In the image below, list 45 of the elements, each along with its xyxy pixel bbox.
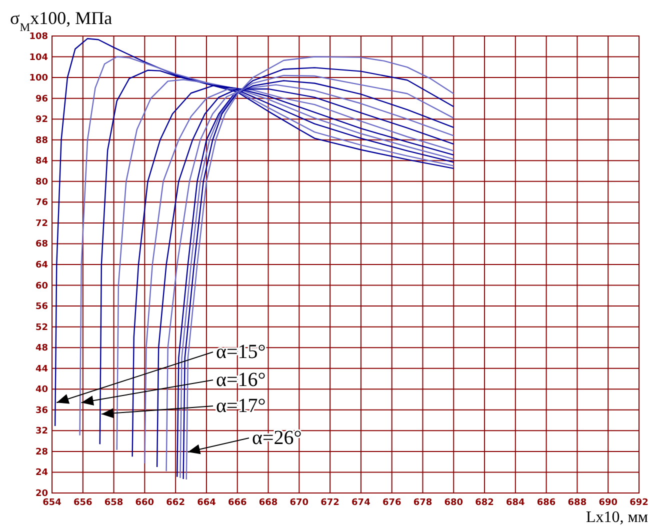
y-tick-label: 76 <box>35 198 48 208</box>
y-tick-label: 80 <box>35 177 48 188</box>
x-tick-label: 662 <box>166 498 185 508</box>
y-tick-label: 44 <box>35 364 48 374</box>
y-tick-label: 52 <box>35 322 48 333</box>
y-tick-label: 72 <box>35 218 48 229</box>
y-tick-label: 36 <box>35 406 48 416</box>
y-tick-label: 32 <box>35 426 48 437</box>
y-tick-label: 60 <box>35 281 48 292</box>
x-axis-title: Lx10, мм <box>586 509 648 526</box>
y-tick-label: 104 <box>29 52 48 63</box>
x-tick-label: 682 <box>475 498 494 508</box>
x-tick-label: 668 <box>258 498 278 508</box>
x-tick-label: 672 <box>320 498 340 508</box>
x-tick-label: 684 <box>506 498 525 508</box>
y-tick-label: 100 <box>29 74 48 84</box>
y-tick-label: 20 <box>35 489 48 499</box>
y-tick-label: 48 <box>35 344 48 354</box>
x-tick-label: 686 <box>536 498 556 508</box>
y-tick-label: 28 <box>35 447 48 458</box>
y-tick-label: 24 <box>35 468 48 478</box>
x-tick-label: 664 <box>197 498 216 508</box>
x-tick-label: 678 <box>413 498 432 508</box>
x-tick-label: 654 <box>42 498 62 508</box>
x-tick-label: 658 <box>104 498 124 508</box>
y-tick-label: 64 <box>35 260 48 270</box>
x-tick-label: 676 <box>382 498 402 508</box>
x-tick-label: 674 <box>352 498 370 508</box>
y-tick-label: 84 <box>35 156 48 167</box>
y-tick-label: 40 <box>35 385 48 396</box>
y-tick-label: 96 <box>35 94 48 104</box>
x-tick-label: 692 <box>630 498 648 508</box>
x-tick-label: 670 <box>290 498 309 508</box>
y-tick-label: 108 <box>29 32 48 42</box>
y-tick-label: 88 <box>35 136 48 146</box>
y-axis-title: σ$_{М}$x100, МПа <box>10 8 112 34</box>
x-tick-label: 666 <box>228 498 247 508</box>
x-tick-label: 688 <box>568 498 587 508</box>
x-tick-label: 656 <box>73 498 92 508</box>
x-tick-label: 690 <box>598 498 618 508</box>
y-tick-label: 68 <box>35 240 48 250</box>
x-tick-label: 680 <box>444 498 464 508</box>
y-tick-label: 92 <box>35 115 48 126</box>
x-tick-label: 660 <box>135 498 154 508</box>
y-tick-label: 56 <box>35 302 48 312</box>
